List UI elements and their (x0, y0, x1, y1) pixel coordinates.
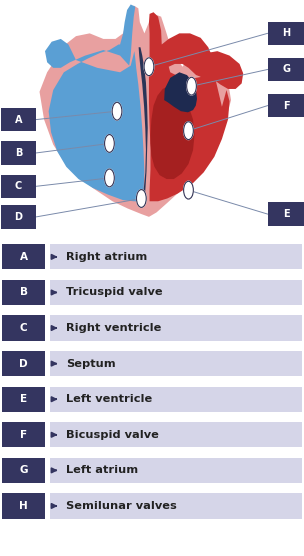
FancyBboxPatch shape (2, 351, 45, 376)
FancyBboxPatch shape (268, 22, 304, 45)
FancyBboxPatch shape (2, 422, 45, 448)
Text: D: D (19, 359, 28, 369)
Text: Semilunar valves: Semilunar valves (66, 501, 177, 511)
Text: G: G (282, 64, 290, 75)
FancyBboxPatch shape (2, 386, 45, 412)
Text: F: F (20, 430, 27, 440)
Polygon shape (164, 72, 197, 112)
FancyBboxPatch shape (1, 205, 36, 229)
Text: Left ventricle: Left ventricle (66, 394, 152, 404)
FancyBboxPatch shape (268, 94, 304, 117)
Circle shape (136, 190, 146, 207)
Polygon shape (198, 51, 243, 89)
Text: H: H (282, 28, 290, 38)
FancyBboxPatch shape (50, 458, 302, 483)
Polygon shape (149, 12, 230, 201)
Text: Left atrium: Left atrium (66, 465, 138, 475)
FancyBboxPatch shape (50, 244, 302, 270)
Circle shape (112, 102, 122, 120)
FancyBboxPatch shape (50, 315, 302, 341)
Text: E: E (20, 394, 27, 404)
Text: C: C (20, 323, 27, 333)
Text: Bicuspid valve: Bicuspid valve (66, 430, 159, 440)
Text: C: C (15, 181, 22, 191)
FancyBboxPatch shape (50, 351, 302, 376)
Text: D: D (15, 212, 22, 222)
FancyBboxPatch shape (268, 202, 304, 226)
Polygon shape (40, 6, 231, 217)
Text: Septum: Septum (66, 359, 116, 369)
Text: A: A (19, 252, 28, 262)
Text: A: A (15, 115, 22, 125)
Circle shape (184, 122, 193, 140)
FancyBboxPatch shape (50, 280, 302, 305)
FancyBboxPatch shape (268, 58, 304, 81)
Text: F: F (283, 101, 289, 111)
Text: Right atrium: Right atrium (66, 252, 147, 262)
Text: E: E (283, 209, 289, 219)
Polygon shape (150, 86, 195, 179)
Text: H: H (19, 501, 28, 511)
FancyBboxPatch shape (2, 493, 45, 519)
Circle shape (105, 135, 114, 152)
FancyBboxPatch shape (2, 315, 45, 341)
Text: B: B (19, 287, 28, 297)
Text: B: B (15, 148, 22, 158)
Polygon shape (45, 4, 144, 201)
Text: G: G (19, 465, 28, 475)
Circle shape (187, 77, 196, 95)
FancyBboxPatch shape (1, 141, 36, 165)
FancyBboxPatch shape (1, 108, 36, 131)
FancyBboxPatch shape (1, 175, 36, 198)
Circle shape (144, 58, 154, 76)
FancyBboxPatch shape (2, 458, 45, 483)
Circle shape (184, 181, 193, 199)
Text: Tricuspid valve: Tricuspid valve (66, 287, 163, 297)
FancyBboxPatch shape (50, 493, 302, 519)
FancyBboxPatch shape (2, 244, 45, 270)
FancyBboxPatch shape (50, 422, 302, 448)
Text: Right ventricle: Right ventricle (66, 323, 161, 333)
FancyBboxPatch shape (2, 280, 45, 305)
FancyBboxPatch shape (50, 386, 302, 412)
Polygon shape (139, 47, 148, 201)
Circle shape (105, 169, 114, 187)
